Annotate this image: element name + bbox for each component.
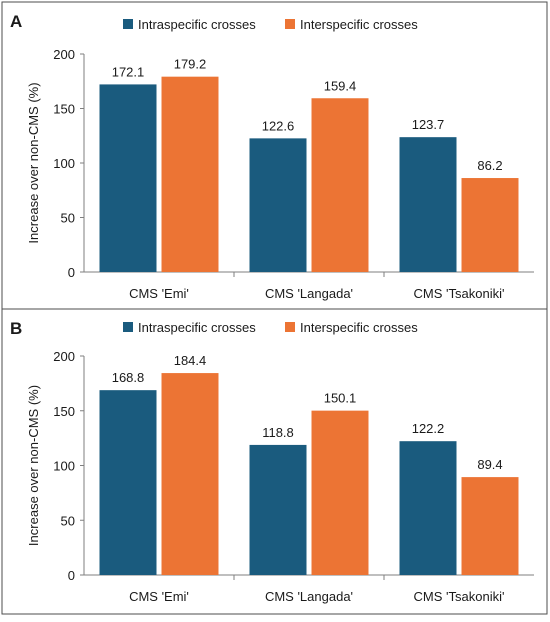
panel-border bbox=[1, 308, 548, 615]
y-tick-label: 50 bbox=[61, 211, 75, 226]
y-tick-label: 150 bbox=[53, 102, 75, 117]
y-tick-label: 0 bbox=[68, 265, 75, 280]
x-tick-label: CMS 'Tsakoniki' bbox=[414, 286, 505, 301]
legend-label-interspecific: Interspecific crosses bbox=[300, 320, 418, 335]
x-tick-label: CMS 'Tsakoniki' bbox=[414, 589, 505, 604]
bar-intraspecific bbox=[99, 84, 157, 272]
x-tick-label: CMS 'Langada' bbox=[265, 589, 353, 604]
bar-interspecific bbox=[161, 76, 219, 272]
y-tick-label: 0 bbox=[68, 568, 75, 583]
data-label: 184.4 bbox=[174, 353, 207, 368]
y-tick-label: 100 bbox=[53, 459, 75, 474]
y-tick-label: 100 bbox=[53, 156, 75, 171]
legend-label-interspecific: Interspecific crosses bbox=[300, 17, 418, 32]
data-label: 172.1 bbox=[112, 64, 145, 79]
bar-interspecific bbox=[161, 373, 219, 575]
data-label: 168.8 bbox=[112, 370, 145, 385]
legend-swatch-interspecific bbox=[285, 322, 295, 332]
bar-intraspecific bbox=[99, 390, 157, 575]
bar-intraspecific bbox=[249, 444, 307, 575]
bar-interspecific bbox=[461, 477, 519, 575]
data-label: 122.6 bbox=[262, 118, 295, 133]
data-label: 150.1 bbox=[324, 391, 357, 406]
data-label: 86.2 bbox=[477, 158, 502, 173]
legend-label-intraspecific: Intraspecific crosses bbox=[138, 320, 256, 335]
data-label: 89.4 bbox=[477, 457, 502, 472]
bar-interspecific bbox=[461, 178, 519, 272]
x-tick-label: CMS 'Emi' bbox=[129, 286, 189, 301]
y-tick-label: 200 bbox=[53, 47, 75, 62]
legend-label-intraspecific: Intraspecific crosses bbox=[138, 17, 256, 32]
panel-label: B bbox=[10, 319, 22, 338]
y-axis-title: Increase over non-CMS (%) bbox=[26, 385, 41, 546]
bar-intraspecific bbox=[249, 138, 307, 272]
y-tick-label: 150 bbox=[53, 404, 75, 419]
data-label: 159.4 bbox=[324, 78, 357, 93]
bar-intraspecific bbox=[399, 441, 457, 575]
data-label: 123.7 bbox=[412, 117, 445, 132]
x-tick-label: CMS 'Emi' bbox=[129, 589, 189, 604]
y-tick-label: 50 bbox=[61, 513, 75, 528]
legend-swatch-intraspecific bbox=[123, 19, 133, 29]
data-label: 118.8 bbox=[262, 425, 294, 440]
bar-intraspecific bbox=[399, 137, 457, 272]
legend-swatch-intraspecific bbox=[123, 322, 133, 332]
y-tick-label: 200 bbox=[53, 349, 75, 364]
bar-interspecific bbox=[311, 98, 369, 272]
y-axis-title: Increase over non-CMS (%) bbox=[26, 82, 41, 243]
bar-interspecific bbox=[311, 410, 369, 575]
chart-panel-a: A Intraspecific crosses Interspecific cros… bbox=[1, 1, 548, 310]
x-tick-label: CMS 'Langada' bbox=[265, 286, 353, 301]
data-label: 179.2 bbox=[174, 57, 207, 72]
data-label: 122.2 bbox=[412, 421, 445, 436]
legend-swatch-interspecific bbox=[285, 19, 295, 29]
chart-panel-b: B Intraspecific crosses Interspecific cros… bbox=[1, 308, 548, 615]
panel-label: A bbox=[10, 12, 22, 31]
